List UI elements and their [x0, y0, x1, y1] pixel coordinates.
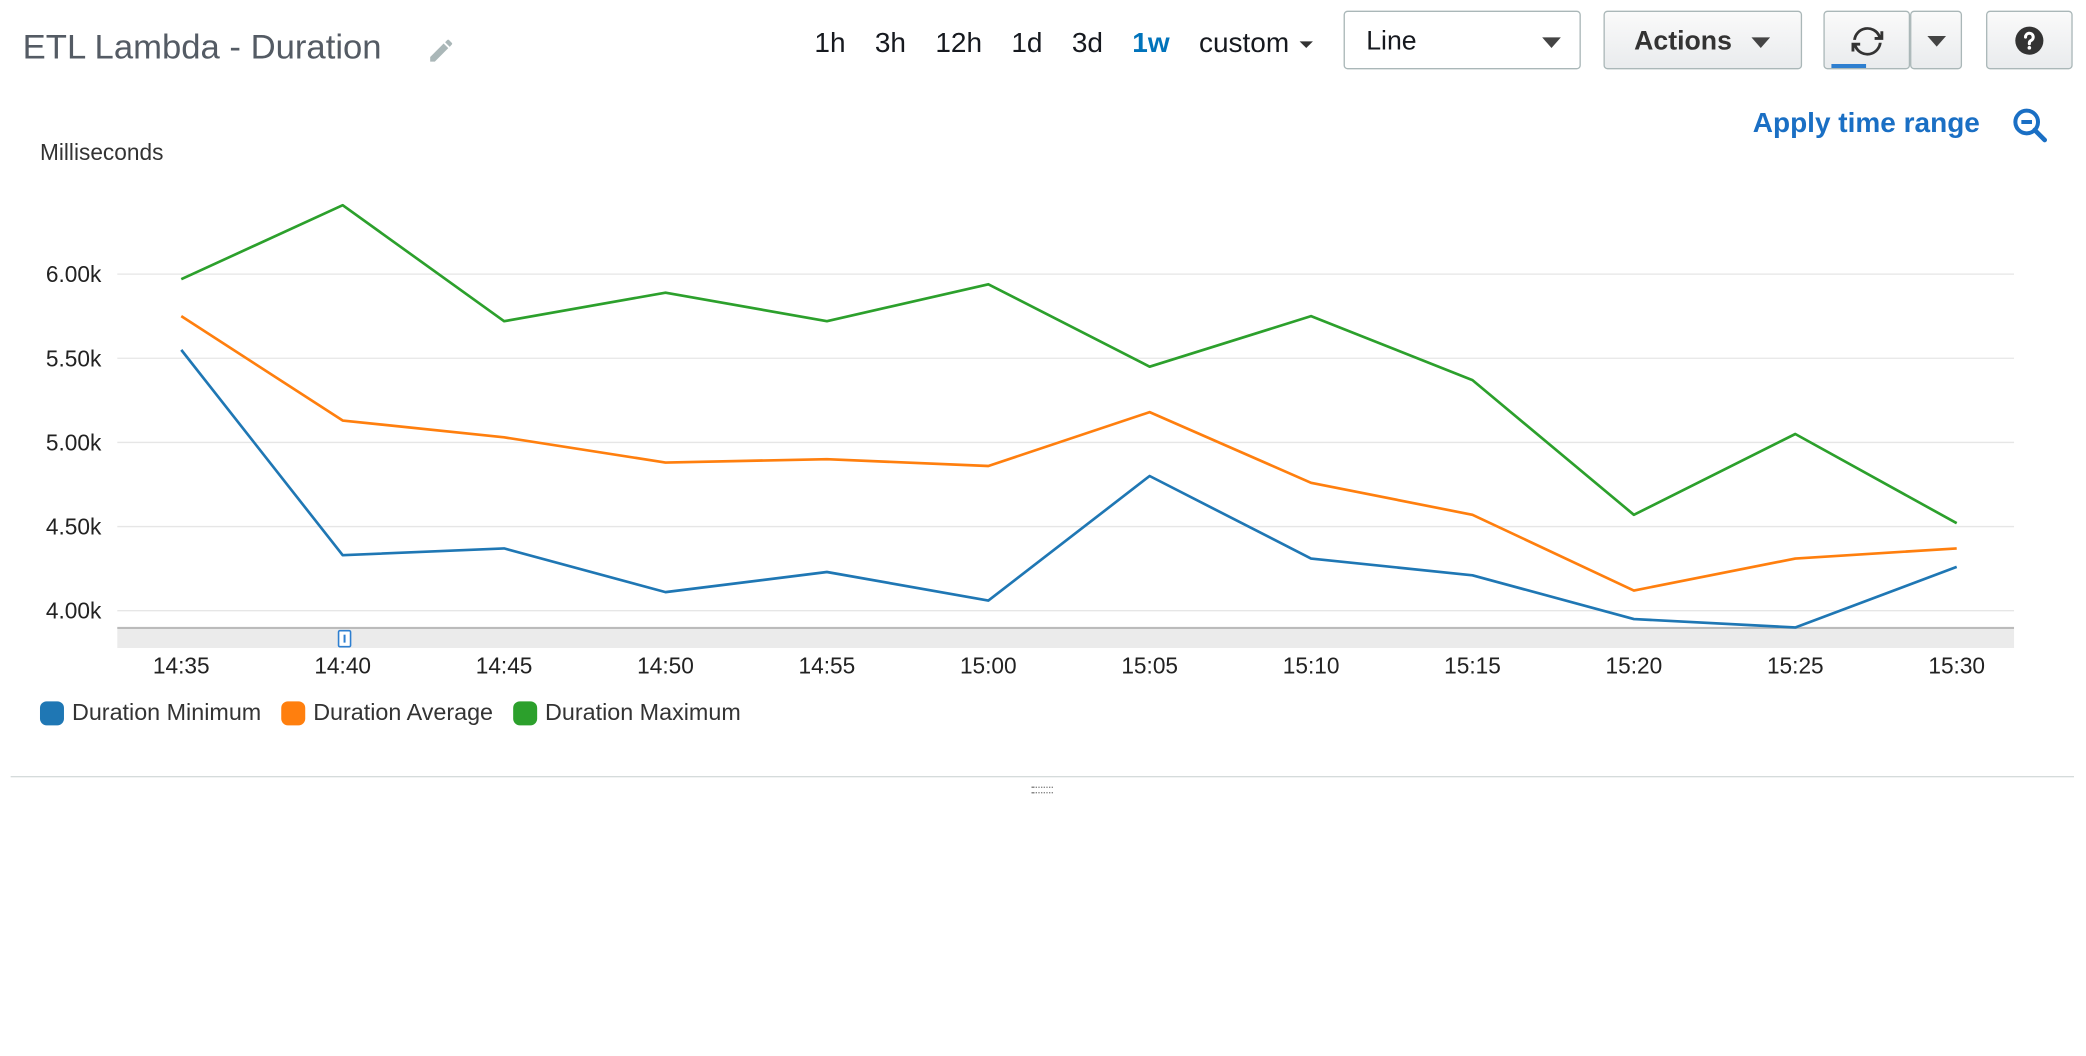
legend-item-minimum[interactable]: Duration Minimum — [39, 698, 262, 727]
chart-type-select[interactable]: Line — [1343, 10, 1581, 70]
x-tick-label: 14:35 — [153, 652, 210, 678]
zoom-out-icon[interactable] — [2011, 107, 2048, 144]
legend-swatch-average — [281, 700, 306, 725]
x-tick-label: 15:05 — [1121, 652, 1178, 678]
y-tick-label: 4.50k — [46, 514, 102, 540]
x-tick-label: 15:00 — [960, 652, 1017, 678]
pencil-icon[interactable] — [427, 36, 456, 65]
time-range-custom[interactable]: custom — [1184, 28, 1328, 60]
y-axis-label: Milliseconds — [39, 140, 164, 166]
y-tick-label: 6.00k — [46, 261, 102, 287]
x-tick-label: 15:15 — [1444, 652, 1501, 678]
x-tick-label: 15:20 — [1606, 652, 1663, 678]
chevron-down-icon — [1542, 37, 1561, 48]
help-button[interactable] — [1986, 10, 2073, 70]
x-tick-label: 14:55 — [799, 652, 856, 678]
x-tick-label: 14:40 — [314, 652, 371, 678]
time-range-3h[interactable]: 3h — [874, 28, 907, 59]
time-range-1w[interactable]: 1w — [1132, 28, 1170, 59]
legend-label-maximum: Duration Maximum — [545, 698, 741, 726]
time-range-1d[interactable]: 1d — [1011, 28, 1043, 59]
y-tick-label: 5.50k — [46, 345, 102, 371]
custom-label: custom — [1198, 28, 1290, 59]
series-line-duration-maximum[interactable] — [180, 203, 1958, 525]
custom-chevron-down-icon — [1299, 41, 1314, 48]
question-icon — [2015, 26, 2044, 55]
actions-chevron-down-icon — [1751, 37, 1771, 48]
time-range-12h[interactable]: 12h — [935, 28, 983, 59]
refresh-options-button[interactable] — [1910, 10, 1963, 70]
x-tick-label: 15:25 — [1767, 652, 1824, 678]
refresh-button[interactable] — [1823, 10, 1911, 70]
legend-item-maximum[interactable]: Duration Maximum — [513, 699, 741, 727]
widget-bottom-divider — [10, 776, 2075, 778]
time-range-3d[interactable]: 3d — [1071, 28, 1103, 59]
x-tick-label: 15:30 — [1928, 652, 1985, 678]
refresh-icon — [1851, 27, 1884, 56]
legend-swatch-maximum — [513, 700, 538, 725]
actions-button[interactable]: Actions — [1603, 10, 1803, 70]
x-tick-label: 14:45 — [476, 652, 533, 678]
legend-label-minimum: Duration Minimum — [71, 698, 262, 726]
refresh-progress-bar — [1831, 64, 1867, 68]
chart-legend: Duration Minimum Duration Average Durati… — [39, 698, 761, 727]
widget-title: ETL Lambda - Duration — [22, 26, 382, 67]
legend-swatch-minimum — [39, 700, 64, 725]
legend-label-average: Duration Average — [313, 698, 494, 726]
x-tick-label: 15:10 — [1283, 652, 1340, 678]
time-brush-track[interactable] — [117, 626, 2015, 648]
y-tick-label: 4.00k — [46, 598, 102, 624]
y-tick-label: 5.00k — [46, 429, 102, 455]
time-range-1h[interactable]: 1h — [814, 28, 846, 59]
line-chart: 4.00k 4.50k 5.00k 5.50k 6.00k 14:35 14:40 14:45… — [46, 203, 2015, 678]
series-line-duration-average[interactable] — [180, 315, 1957, 592]
chart-type-value: Line — [1366, 26, 1417, 56]
resize-grip-icon[interactable] — [1031, 786, 1053, 794]
refresh-chevron-down-icon — [1927, 36, 1947, 47]
series-line-duration-minimum[interactable] — [180, 349, 1958, 629]
time-range-selector: 1h 3h 12h 1d 3d 1w custom — [800, 24, 1328, 64]
legend-item-average[interactable]: Duration Average — [281, 699, 493, 727]
actions-label: Actions — [1634, 26, 1732, 56]
x-tick-label: 14:50 — [637, 652, 694, 678]
apply-time-range-link[interactable]: Apply time range — [1752, 108, 1980, 139]
